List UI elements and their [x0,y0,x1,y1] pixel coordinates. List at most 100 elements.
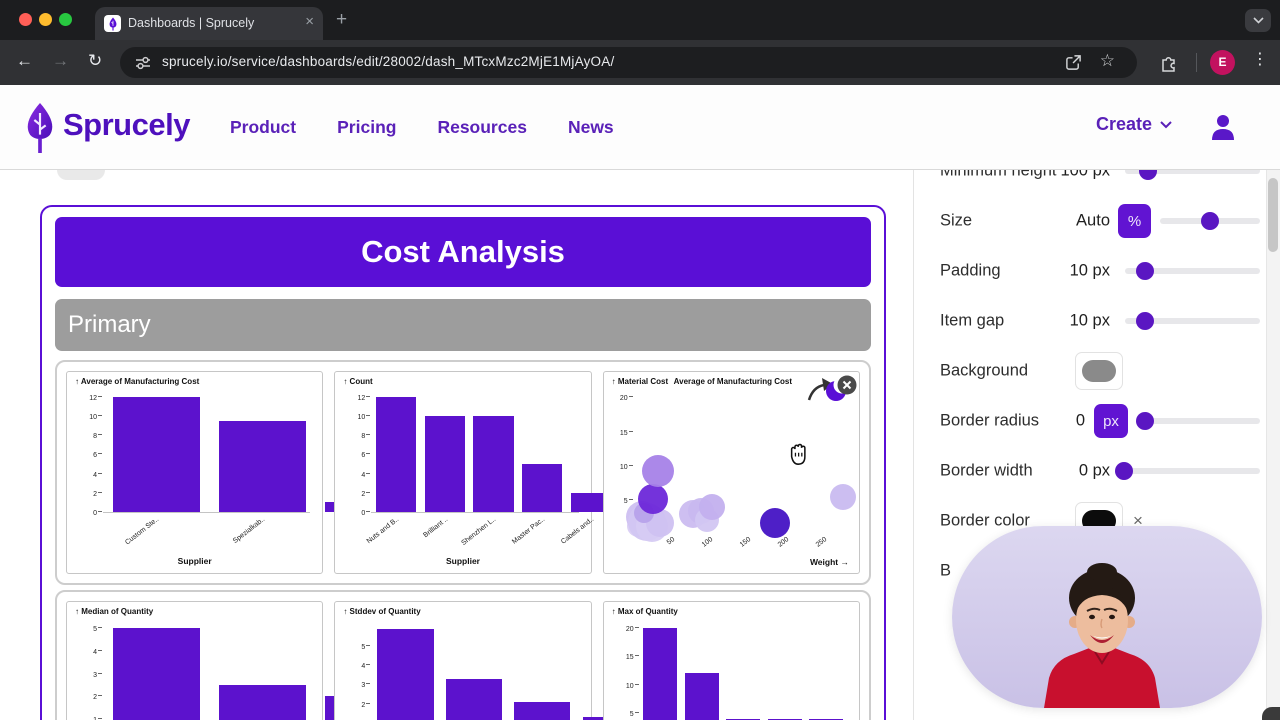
nav-link-news[interactable]: News [567,116,614,137]
y-tick-label: 0 [93,510,97,517]
panel-row-partial-b: B [925,549,1265,593]
panel-label: Border width [940,461,1033,480]
y-tick-label: 6 [93,452,97,460]
nav-link-pricing[interactable]: Pricing [337,116,397,137]
reload-button[interactable]: ↻ [88,51,103,70]
create-button[interactable]: Create [1096,114,1172,135]
url-text[interactable]: sprucely.io/service/dashboards/edit/2800… [162,54,615,69]
y-tick-mark [98,414,102,416]
panel-label: Border radius [940,411,1040,430]
slider-thumb[interactable] [1136,312,1155,330]
bar [424,415,465,512]
panel-label: Minimum height [940,170,1057,180]
brand-wordmark[interactable]: Sprucely [63,107,190,142]
unit-toggle-button[interactable]: % [1118,204,1151,238]
new-tab-button[interactable]: + [336,9,348,30]
slider-track[interactable] [1160,212,1260,230]
close-window-button[interactable] [19,13,32,26]
bar [445,678,502,720]
slider-thumb[interactable] [1114,462,1133,480]
slider-track[interactable] [1136,412,1260,430]
y-tick-label: 4 [361,663,366,671]
move-arrow-icon[interactable] [807,383,825,401]
slider-track[interactable] [1125,170,1260,180]
browser-tabstrip: Dashboards | Sprucely × + [0,0,1280,40]
y-tick-mark [98,434,102,436]
scatter-bubble [638,483,669,514]
y-tick-mark [634,683,639,685]
slider-track[interactable] [1114,462,1260,480]
slider-thumb[interactable] [1136,412,1155,430]
y-tick-mark [366,472,371,474]
widget-controls[interactable] [799,374,857,404]
tab-close-icon[interactable]: × [305,13,314,30]
chart-plot: 12345 [93,619,838,720]
x-axis-title: Supplier [445,556,480,566]
dashboard-canvas[interactable]: Cost Analysis Primary ↑ Average of Manuf… [40,205,886,720]
color-swatch [1082,360,1116,382]
tab-search-chevron-icon[interactable] [1245,9,1271,32]
y-tick-mark [98,627,102,629]
maximize-window-button[interactable] [59,13,72,26]
chart-card-3[interactable]: ↑ Median of Quantity 1 2 3 4 5 [66,601,838,720]
sprucely-logo-leaf-icon[interactable] [20,101,60,155]
panel-label: Border color [940,511,1030,530]
y-tick-mark [634,626,639,628]
bar [643,627,678,720]
site-settings-tune-icon[interactable] [135,55,151,71]
slider-track[interactable] [1125,262,1260,280]
y-tick-mark [98,649,102,651]
slider-thumb[interactable] [1138,170,1157,180]
scrollbar-track[interactable] [1266,170,1280,720]
bar [571,492,612,512]
panel-value: 0 px [1078,461,1110,480]
color-swatch-button[interactable] [1075,352,1123,390]
corner-handle[interactable] [1262,707,1280,720]
scrollbar-thumb[interactable] [1268,178,1278,252]
nav-link-product[interactable]: Product [230,116,297,137]
unit-toggle-button[interactable]: px [1094,404,1128,438]
panel-value: 10 px [1069,261,1110,280]
share-icon[interactable] [1065,54,1082,71]
browser-tab[interactable]: Dashboards | Sprucely × [95,7,323,40]
chart-card-0[interactable]: ↑ Average of Manufacturing Cost 0 2 4 6 8 10 12… [66,371,838,574]
back-button[interactable]: ← [16,51,33,70]
y-tick-label: 10 [625,682,634,690]
dashboard-title-widget[interactable]: Cost Analysis [55,217,871,287]
slider-thumb[interactable] [1136,262,1155,280]
chart-card-1[interactable]: ↑ Count 0 2 4 6 8 10 12 Nuts and B.. Brilliant ..… [334,371,709,574]
dashboard-subtitle-widget[interactable]: Primary [55,299,871,351]
profile-avatar[interactable]: E [1210,50,1235,75]
y-tick-label: 2 [361,701,366,709]
chart-plot: 0 2 4 6 8 10 12 Nuts and B.. Brilliant .. Shenzhe… [358,389,709,547]
presenter-person [1044,563,1160,708]
forward-button[interactable]: → [52,51,69,70]
chart-plot: 5 10 15 20 [626,619,847,720]
chart-card-2[interactable]: ↑ Material Cost Average of Manufacturing … [602,371,860,574]
y-tick-mark [98,695,102,697]
y-tick-mark [98,672,102,674]
extensions-puzzle-icon[interactable] [1159,52,1179,72]
address-bar[interactable]: sprucely.io/service/dashboards/edit/2800… [120,47,1137,78]
chart-card-5[interactable]: ↑ Max of Quantity 5 10 15 20 [602,601,860,720]
hand-cursor-icon [790,443,806,465]
minimize-window-button[interactable] [39,13,52,26]
slider-track[interactable] [1125,312,1260,330]
slider-thumb[interactable] [1201,212,1219,230]
y-tick-label: 4 [93,648,97,656]
bar [522,463,563,512]
x-tick-label: 150 [738,536,753,549]
panel-label: Background [940,361,1029,380]
browser-menu-icon[interactable]: ⋮ [1252,51,1268,68]
bookmark-star-icon[interactable]: ☆ [1099,51,1115,70]
chart-y-title: ↑ Material Cost [611,377,669,386]
y-tick-label: 1 [71,717,97,720]
webcam-video-bubble[interactable] [952,526,1262,708]
chart-card-4[interactable]: ↑ Stddev of Quantity12345 [334,601,639,720]
nav-link-resources[interactable]: Resources [437,116,527,137]
close-x-icon [842,380,852,390]
y-tick-mark [366,702,371,704]
account-icon[interactable] [1210,113,1236,141]
clear-color-icon[interactable]: × [1133,511,1143,530]
favicon-sprucely-leaf-icon [104,15,121,32]
